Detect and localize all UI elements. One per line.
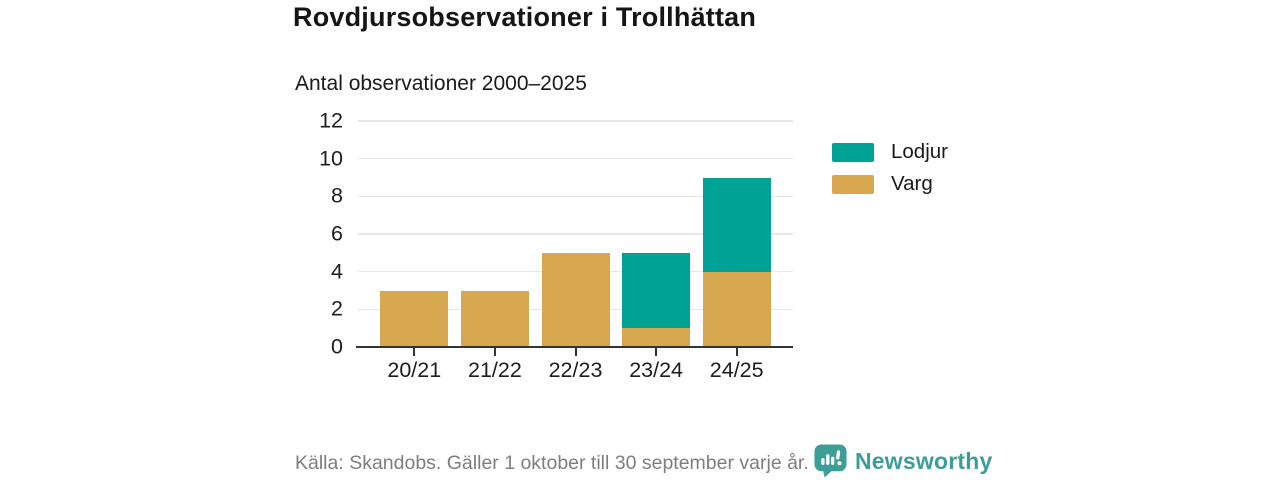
y-tick-label-6: 6 bbox=[331, 221, 343, 246]
y-axis-labels: 0 2 4 6 8 10 12 bbox=[275, 109, 343, 359]
y-tick-label-2: 2 bbox=[331, 296, 343, 321]
x-tick-mark-23-24 bbox=[655, 348, 658, 356]
x-tick-label-21-22: 21/22 bbox=[467, 358, 522, 382]
legend-label-varg: Varg bbox=[891, 172, 933, 195]
gridline-8 bbox=[358, 195, 793, 198]
gridline-6 bbox=[358, 233, 793, 235]
brand-name: Newsworthy bbox=[855, 447, 993, 474]
gridline-12 bbox=[358, 120, 793, 122]
y-tick-label-0: 0 bbox=[331, 334, 343, 359]
legend-item-lodjur: Lodjur bbox=[832, 140, 948, 163]
chart-title: Rovdjursobservationer i Trollhättan bbox=[293, 2, 757, 32]
source-note: Källa: Skandobs. Gäller 1 oktober till 3… bbox=[295, 452, 809, 474]
legend-item-varg: Varg bbox=[832, 172, 948, 195]
legend-label-lodjur: Lodjur bbox=[891, 140, 948, 163]
bar-21-22-varg bbox=[460, 290, 529, 347]
bar-23-24-lodjur bbox=[622, 252, 691, 329]
bar-20-21-varg bbox=[380, 290, 449, 347]
bar-24-25-lodjur bbox=[702, 177, 771, 272]
x-tick-mark-20-21 bbox=[413, 348, 416, 356]
x-tick-mark-21-22 bbox=[493, 348, 496, 356]
bar-23-24-varg bbox=[622, 328, 691, 347]
y-tick-label-12: 12 bbox=[319, 108, 343, 133]
newsworthy-logo-icon bbox=[814, 444, 847, 478]
legend: Lodjur Varg bbox=[832, 140, 948, 206]
bar-24-25-varg bbox=[702, 271, 771, 347]
chart-subtitle: Antal observationer 2000–2025 bbox=[295, 72, 587, 95]
x-tick-mark-22-23 bbox=[574, 348, 577, 356]
x-axis-labels: 20/21 21/22 22/23 23/24 24/25 bbox=[358, 358, 793, 388]
legend-swatch-varg bbox=[832, 174, 874, 194]
y-tick-label-4: 4 bbox=[331, 259, 343, 284]
x-tick-label-23-24: 23/24 bbox=[629, 358, 683, 382]
x-tick-label-20-21: 20/21 bbox=[387, 358, 442, 382]
legend-swatch-lodjur bbox=[832, 142, 874, 162]
y-tick-label-8: 8 bbox=[331, 183, 343, 208]
x-tick-label-24-25: 24/25 bbox=[709, 358, 764, 382]
bar-22-23-varg bbox=[541, 252, 610, 347]
y-tick-label-10: 10 bbox=[319, 146, 343, 171]
brand: Newsworthy bbox=[814, 444, 992, 478]
plot-area bbox=[356, 120, 793, 356]
x-tick-mark-24-25 bbox=[735, 348, 738, 356]
gridline-10 bbox=[358, 157, 793, 160]
x-tick-label-22-23: 22/23 bbox=[548, 358, 603, 382]
x-axis-line bbox=[356, 345, 793, 348]
